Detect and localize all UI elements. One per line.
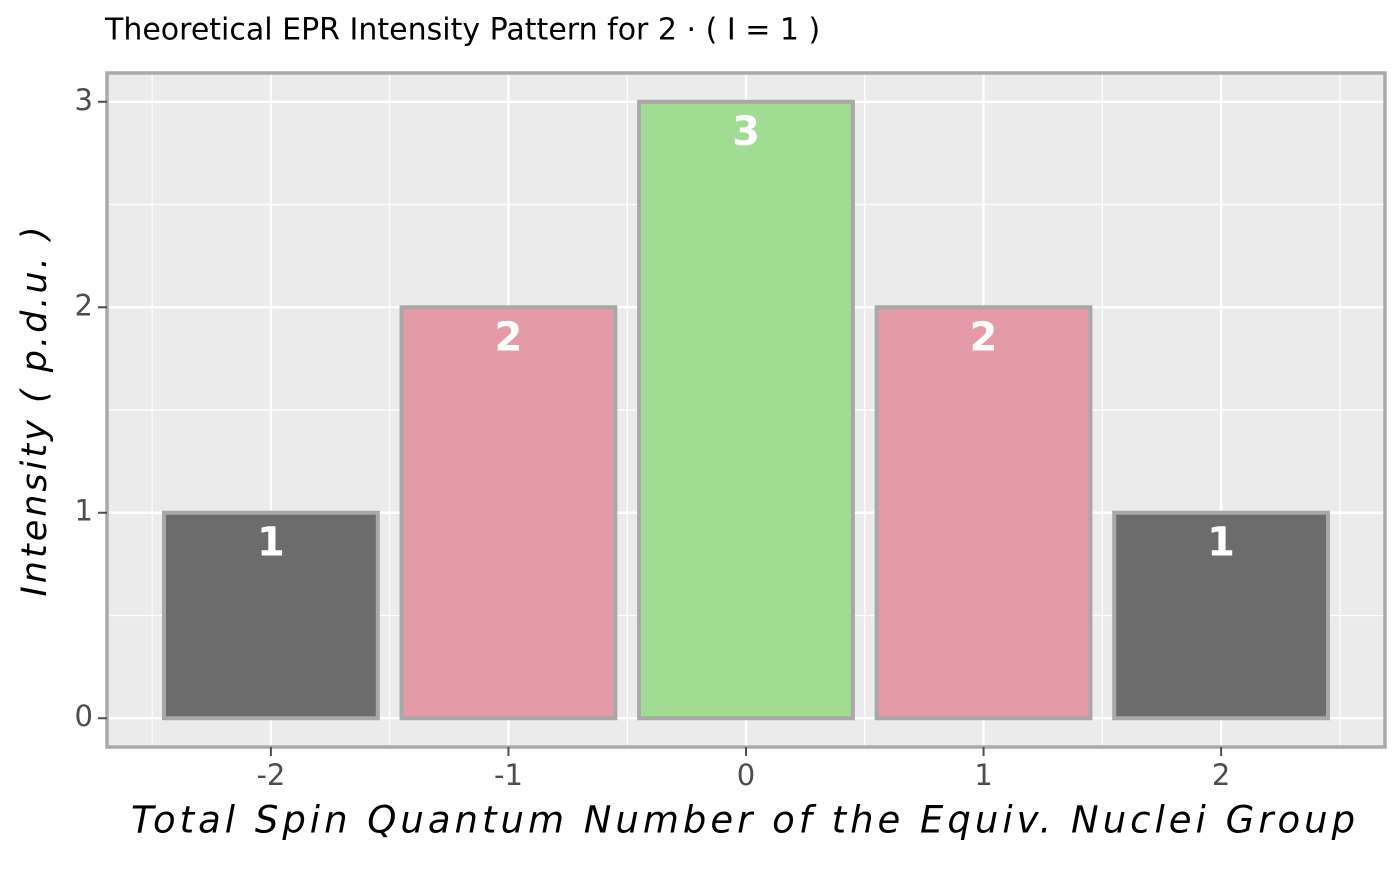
data-label: 2 [495,314,523,360]
x-tick-label: -2 [256,758,285,792]
bar [637,99,855,721]
plot-area: 1 2 3 2 1 [107,73,1385,747]
chart-title: Theoretical EPR Intensity Pattern for 2 … [104,13,820,48]
bar [399,305,618,721]
x-tick-label: 0 [737,758,755,792]
data-label: 2 [970,314,998,360]
y-tick-label: 3 [75,83,93,117]
bar [1112,510,1330,721]
x-tick-label: 2 [1212,758,1230,792]
y-tick-label: 1 [75,494,93,528]
y-tick-label: 0 [75,699,93,733]
x-tick-label: -1 [494,758,523,792]
y-axis-label: Intensity ( p.d.u. ) [15,223,55,596]
data-label: 1 [257,520,285,566]
x-axis-label: Total Spin Quantum Number of the Equiv. … [131,799,1359,842]
data-label: 3 [732,109,760,155]
y-tick-label: 2 [75,288,93,322]
bar [874,305,1093,721]
data-label: 1 [1207,520,1235,566]
x-tick-label: 1 [974,758,992,792]
bar [162,510,380,721]
